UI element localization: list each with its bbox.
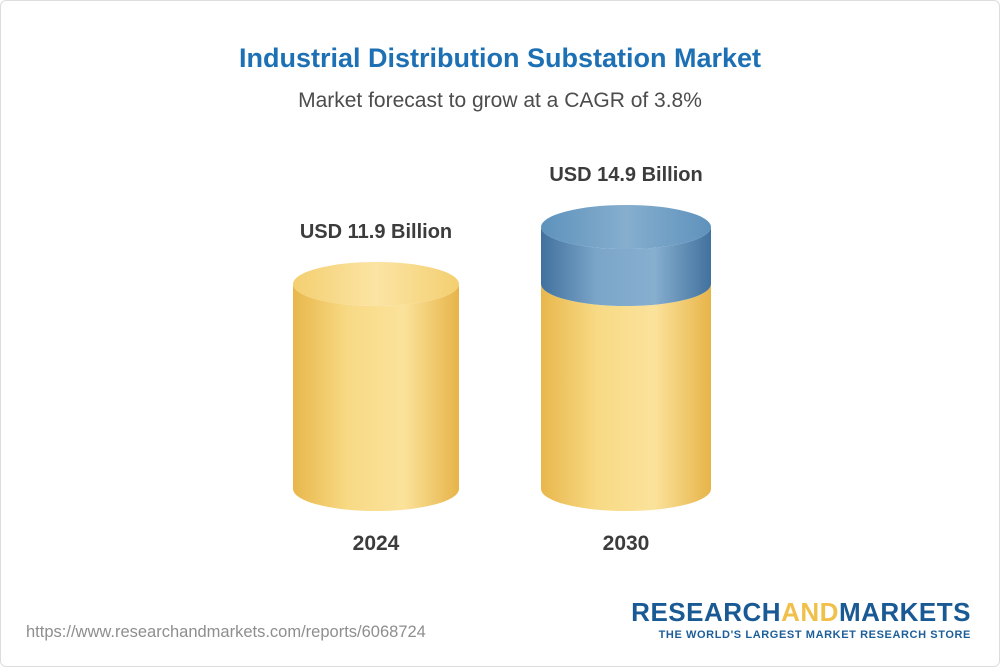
logo-tagline: THE WORLD'S LARGEST MARKET RESEARCH STOR…: [658, 629, 971, 642]
bar-value-label-2030: USD 14.9 Billion: [549, 164, 703, 186]
bar-2030-yellow-body: [541, 284, 711, 511]
bar-value-label-2024: USD 11.9 Billion: [299, 221, 453, 243]
logo-word-markets: MARKETS: [838, 597, 971, 627]
chart-subtitle: Market forecast to grow at a CAGR of 3.8…: [298, 89, 702, 112]
x-axis-label-2030: 2030: [602, 532, 650, 555]
report-url: https://www.researchandmarkets.com/repor…: [26, 623, 426, 641]
logo-wordmark: RESEARCHANDMARKETS: [631, 597, 971, 627]
x-axis-label-2024: 2024: [352, 532, 400, 555]
bar-2024-top-face: [293, 262, 459, 306]
researchandmarkets-logo: RESEARCHANDMARKETS THE WORLD'S LARGEST M…: [631, 597, 971, 642]
bar-2024-yellow-body: [293, 284, 459, 511]
bar-2030-growth-segment: [541, 227, 711, 306]
logo-word-research: RESEARCH: [631, 597, 782, 627]
chart-title: Industrial Distribution Substation Marke…: [238, 43, 762, 73]
logo-word-and: AND: [781, 597, 839, 627]
bar-2030-top-face: [541, 205, 711, 249]
